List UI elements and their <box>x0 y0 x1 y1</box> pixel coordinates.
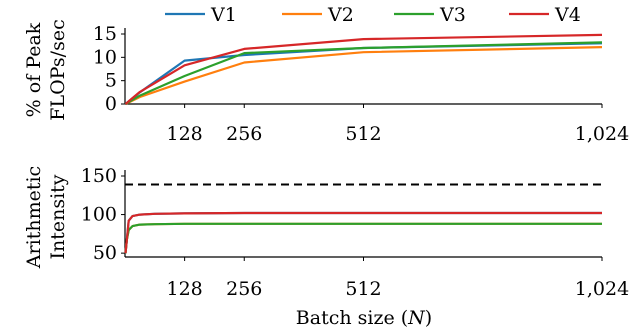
y-tick-label: 50 <box>93 242 117 264</box>
legend-label: V4 <box>554 4 581 26</box>
y-tick-label: 150 <box>81 165 117 187</box>
legend-item-v4: V4 <box>509 4 581 26</box>
y-tick-label: 5 <box>105 70 117 92</box>
x-tick-label: 512 <box>345 123 381 145</box>
series-line-v4 <box>124 33 603 105</box>
x-tick-label: 512 <box>345 278 381 300</box>
x-tick-label: 256 <box>226 278 262 300</box>
y-axis-label: Arithmetic <box>23 166 45 269</box>
legend-item-v1: V1 <box>165 4 237 26</box>
y-axis-label: Intensity <box>47 174 69 259</box>
x-tick-label: 1,024 <box>575 123 629 145</box>
series-line-v3 <box>124 41 603 105</box>
legend-label: V1 <box>210 4 237 26</box>
series-line-v3 <box>124 222 602 254</box>
y-tick-label: 10 <box>93 46 117 68</box>
x-tick-label: 128 <box>166 123 202 145</box>
y-tick-label: 0 <box>105 93 117 115</box>
legend-label: V2 <box>327 4 354 26</box>
legend-label: V3 <box>439 4 466 26</box>
y-tick-label: 15 <box>93 23 117 45</box>
x-tick-label: 256 <box>226 123 262 145</box>
x-tick-label: 1,024 <box>575 278 629 300</box>
series-line-v1 <box>124 211 602 254</box>
x-axis-label: Batch size (N) <box>296 307 432 329</box>
intensity-panel: 50 100 150 128 256 512 1,024 Arithmetic Intensit… <box>23 165 629 300</box>
series-line-v4 <box>124 211 602 254</box>
legend: V1 V2 V3 V4 <box>165 4 581 26</box>
legend-item-v3: V3 <box>394 4 466 26</box>
series-line-v2 <box>125 46 603 105</box>
y-axis-label: % of Peak <box>23 22 45 117</box>
series-line-v2 <box>124 222 602 254</box>
x-tick-label: 128 <box>166 278 202 300</box>
legend-item-v2: V2 <box>282 4 354 26</box>
y-tick-label: 100 <box>81 204 117 226</box>
y-axis-label: FLOPs/sec <box>47 19 69 120</box>
